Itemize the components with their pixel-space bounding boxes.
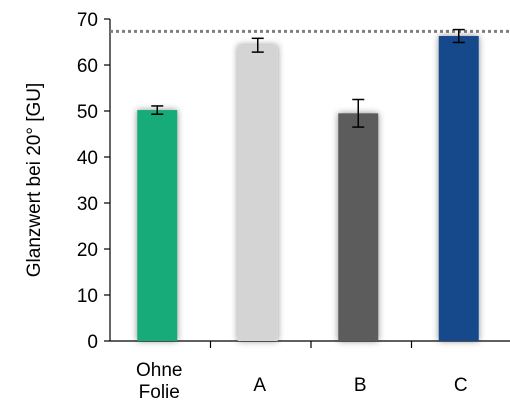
plot-area: 0 10 20 30 40 50 60 70 Ohne Folie A B C: [77, 10, 510, 403]
bar: [137, 110, 178, 341]
x-category-label-line: Ohne: [136, 360, 182, 381]
y-tick-label: 70: [77, 10, 98, 31]
y-tick-label: 60: [77, 56, 98, 77]
y-tick-label: 20: [77, 240, 98, 261]
x-category-label: A: [253, 375, 266, 396]
bar: [237, 45, 278, 341]
y-tick-label: 0: [87, 332, 98, 353]
y-tick-label: 30: [77, 194, 98, 215]
bar: [438, 36, 479, 342]
y-axis-title: Glanzwert bei 20° [GU]: [24, 83, 45, 278]
y-tick-label: 40: [77, 148, 98, 169]
x-category-label: C: [454, 375, 468, 396]
x-category-label-line: Folie: [139, 382, 180, 403]
x-category-label: B: [354, 375, 367, 396]
bar: [338, 113, 379, 341]
y-tick-label: 10: [77, 286, 98, 307]
x-category-label: Ohne Folie: [136, 360, 182, 403]
y-tick-label: 50: [77, 102, 98, 123]
